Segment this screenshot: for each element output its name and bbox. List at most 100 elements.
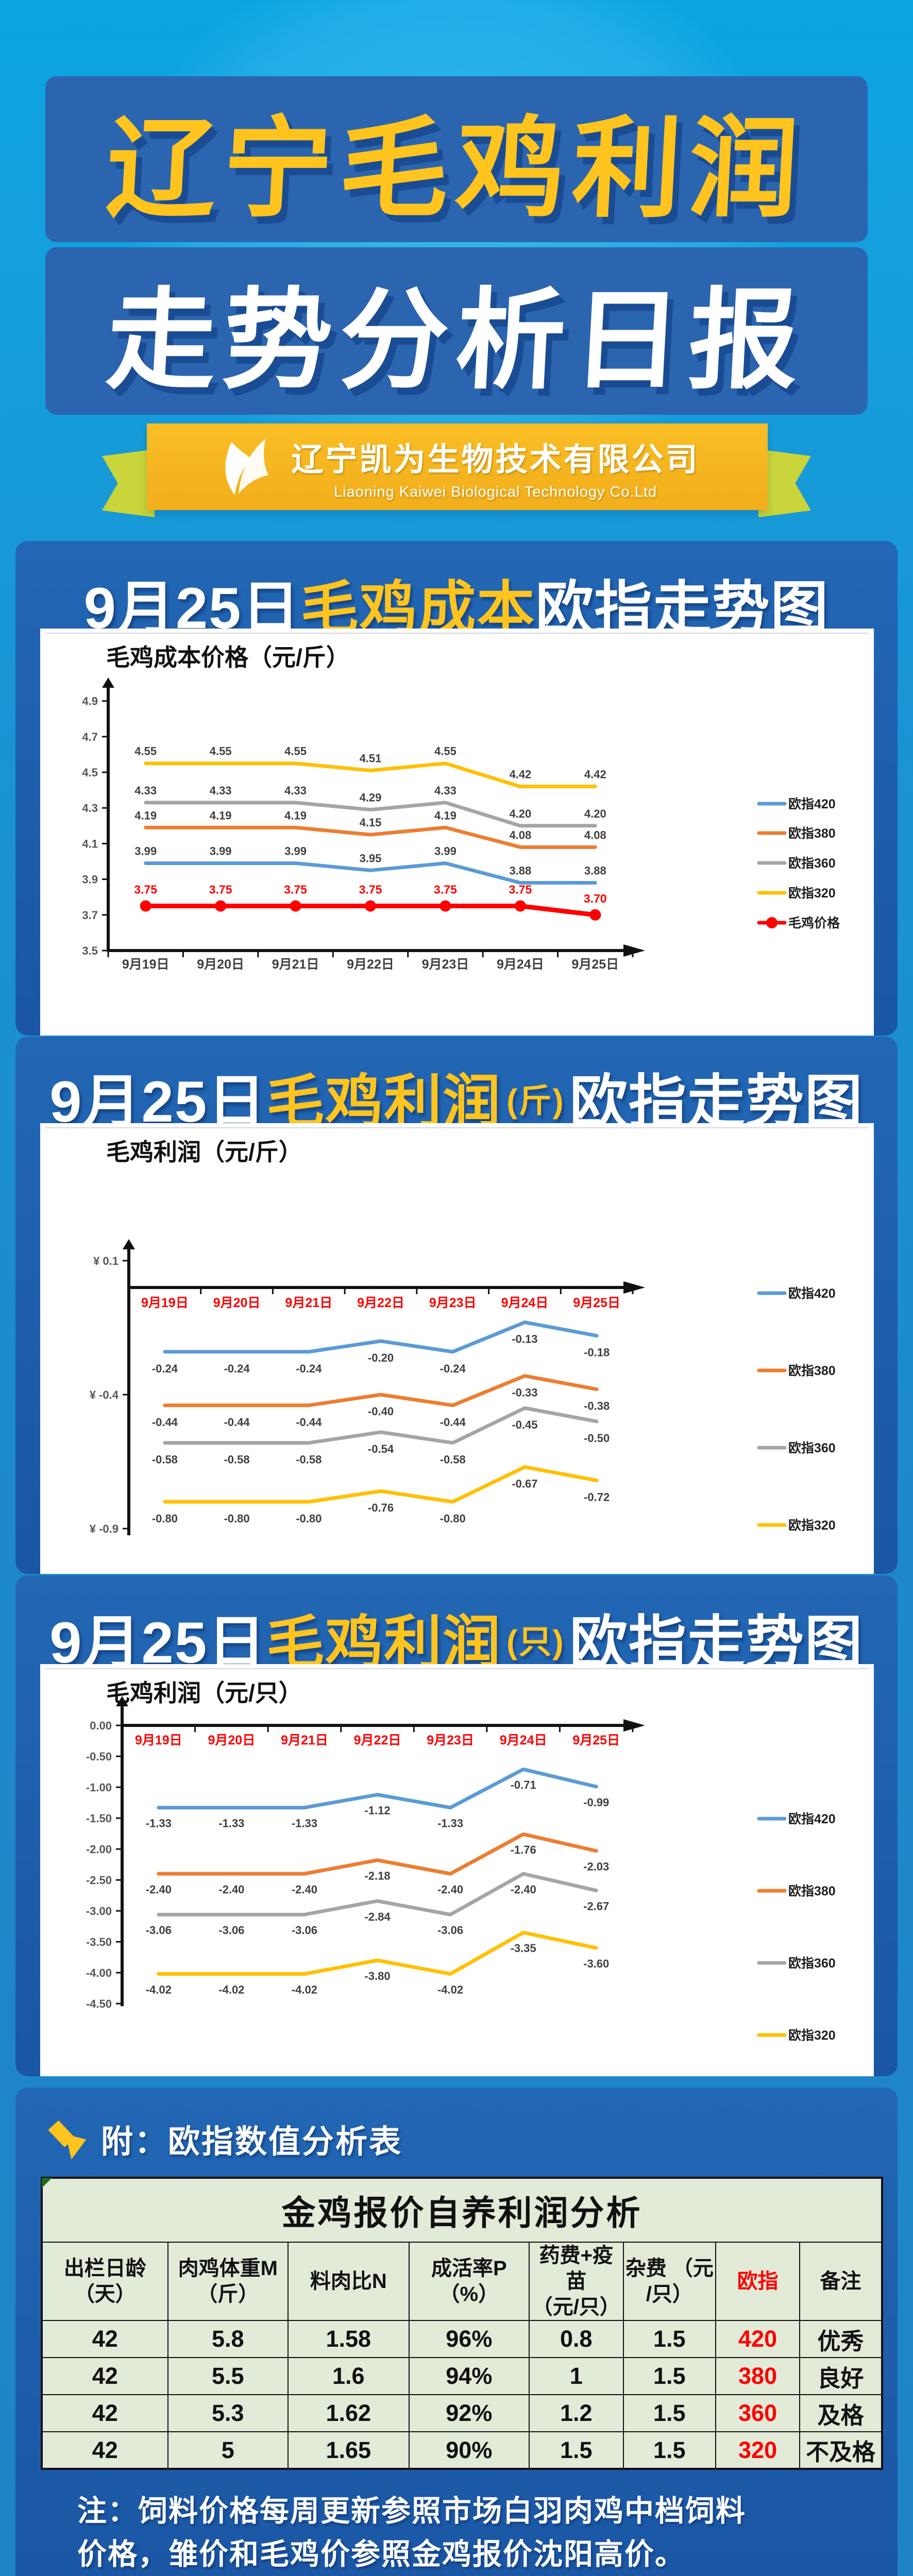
svg-text:3.70: 3.70 [584,892,607,905]
svg-text:-0.44: -0.44 [296,1416,322,1429]
table-cell: 420 [715,2320,801,2358]
svg-text:9月21日: 9月21日 [272,957,319,972]
table-cell: 及格 [799,2394,883,2432]
table-cell: 380 [715,2357,801,2395]
table-row: 42 5 1.65 90% 1.5 1.5 320 不及格 [41,2431,883,2469]
svg-text:毛鸡成本价格（元/斤）: 毛鸡成本价格（元/斤） [106,644,350,671]
svg-text:9月19日: 9月19日 [122,957,170,972]
table-cell: 1.5 [622,2357,717,2395]
svg-text:-0.50: -0.50 [584,1432,610,1445]
svg-text:-0.44: -0.44 [440,1416,466,1429]
svg-text:4.19: 4.19 [210,809,232,822]
svg-text:4.55: 4.55 [434,745,457,758]
table-cell: 不及格 [799,2431,883,2469]
svg-text:4.08: 4.08 [509,828,531,841]
svg-text:-4.02: -4.02 [437,1983,463,1996]
svg-text:9月23日: 9月23日 [429,1296,477,1310]
table-row: 42 5.3 1.62 92% 1.2 1.5 360 及格 [41,2394,883,2432]
svg-text:欧指320: 欧指320 [788,1518,836,1533]
svg-text:4.51: 4.51 [360,752,382,765]
svg-text:-3.50: -3.50 [86,1936,112,1948]
table-col-header: 料肉比N [287,2242,410,2321]
table-row: 42 5.5 1.6 94% 1 1.5 380 良好 [41,2357,883,2395]
svg-text:-0.99: -0.99 [583,1796,609,1809]
table-col-header: 备注 [799,2242,883,2321]
svg-text:9月25日: 9月25日 [571,957,619,972]
table-cell: 320 [715,2431,801,2469]
svg-text:-4.02: -4.02 [146,1983,172,1996]
svg-text:9月19日: 9月19日 [141,1296,189,1310]
svg-text:4.08: 4.08 [584,828,606,841]
svg-text:-0.80: -0.80 [224,1512,249,1525]
svg-text:-3.06: -3.06 [292,1924,317,1937]
table-cell: 良好 [799,2357,883,2395]
svg-text:-2.50: -2.50 [86,1874,112,1887]
table-cell: 94% [408,2357,530,2395]
svg-text:-0.24: -0.24 [224,1362,250,1375]
svg-text:-0.24: -0.24 [296,1362,322,1375]
table-title-row: 金鸡报价自养利润分析 [41,2177,883,2243]
company-name-cn: 辽宁凯为生物技术有限公司 [291,442,700,478]
svg-text:4.19: 4.19 [134,809,157,822]
svg-text:9月21日: 9月21日 [285,1296,332,1310]
svg-text:-1.12: -1.12 [364,1804,390,1817]
svg-text:-0.33: -0.33 [512,1386,537,1399]
table-cell: 1.5 [622,2394,717,2432]
table-cell: 1.5 [622,2320,717,2358]
svg-text:9月24日: 9月24日 [501,1296,549,1310]
svg-text:-2.40: -2.40 [218,1883,244,1896]
svg-text:9月20日: 9月20日 [213,1296,261,1310]
table-col-header: 药费+疫苗 （元/只） [528,2242,624,2321]
svg-text:9月25日: 9月25日 [573,1296,620,1310]
profit-table-wrap: 金鸡报价自养利润分析 出栏日龄 （天） 肉鸡体重M （斤） 料肉比N 成活率P （%）药… [41,2177,883,2470]
analysis-title: 附：欧指数值分析表 [101,2124,403,2160]
table-cell: 42 [41,2357,168,2395]
svg-text:-2.40: -2.40 [511,1883,536,1896]
svg-text:4.33: 4.33 [134,784,157,797]
table-cell: 42 [41,2394,168,2432]
table-cell: 1.6 [287,2357,410,2395]
svg-text:4.19: 4.19 [284,809,307,822]
table-col-header: 成活率P （%） [408,2242,530,2321]
svg-text:欧指420: 欧指420 [788,1286,836,1301]
svg-text:毛鸡利润（元/斤）: 毛鸡利润（元/斤） [106,1139,302,1165]
svg-text:-0.38: -0.38 [584,1400,610,1413]
svg-text:-2.84: -2.84 [364,1910,391,1923]
section3-unit: (只) [506,1623,565,1660]
svg-text:-3.35: -3.35 [511,1942,536,1955]
svg-text:3.75: 3.75 [434,883,457,896]
table-col-header: 杂费 （元 /只） [622,2242,717,2321]
svg-text:-2.18: -2.18 [364,1870,390,1883]
svg-text:欧指380: 欧指380 [788,826,836,841]
company-banner: 辽宁凯为生物技术有限公司 Liaoning Kaiwei Biological … [147,423,768,510]
table-cell: 96% [408,2320,530,2358]
svg-text:欧指380: 欧指380 [788,1363,836,1378]
profit-analysis-table: 金鸡报价自养利润分析 出栏日龄 （天） 肉鸡体重M （斤） 料肉比N 成活率P （%）药… [41,2177,883,2470]
table-header-row: 出栏日龄 （天） 肉鸡体重M （斤） 料肉比N 成活率P （%） 药费+疫苗 （元/只）… [41,2242,883,2321]
svg-text:4.15: 4.15 [360,816,382,829]
svg-text:-2.00: -2.00 [86,1843,112,1856]
svg-text:4.33: 4.33 [284,784,307,797]
main-title-line2: 走势分析日报 [103,279,809,401]
svg-text:-3.60: -3.60 [583,1957,609,1970]
svg-text:-2.40: -2.40 [292,1883,317,1896]
profit-jin-chart-card: 毛鸡利润（元/斤） ¥ 0.1 ¥ -0.4 ¥ -0.9 9月19日 9月20日 9月21… [40,1123,874,1574]
svg-text:-2.40: -2.40 [146,1883,172,1896]
svg-text:¥ -0.9: ¥ -0.9 [90,1522,119,1535]
svg-text:-0.45: -0.45 [512,1418,537,1431]
svg-text:9月24日: 9月24日 [497,957,544,972]
svg-text:4.55: 4.55 [284,745,307,758]
svg-text:3.99: 3.99 [134,844,157,857]
svg-text:-0.44: -0.44 [152,1416,178,1429]
svg-text:-1.00: -1.00 [86,1781,112,1794]
svg-text:4.33: 4.33 [434,784,457,797]
svg-text:4.9: 4.9 [82,695,98,708]
main-title-line1: 辽宁毛鸡利润 [103,107,809,230]
section2-unit: (斤) [506,1082,565,1120]
svg-text:¥ 0.1: ¥ 0.1 [93,1255,119,1267]
svg-text:9月19日: 9月19日 [135,1733,182,1748]
company-name-block: 辽宁凯为生物技术有限公司 Liaoning Kaiwei Biological … [291,433,699,501]
svg-text:3.9: 3.9 [82,873,98,886]
svg-text:-4.00: -4.00 [86,1967,112,1979]
svg-text:3.99: 3.99 [434,844,457,857]
